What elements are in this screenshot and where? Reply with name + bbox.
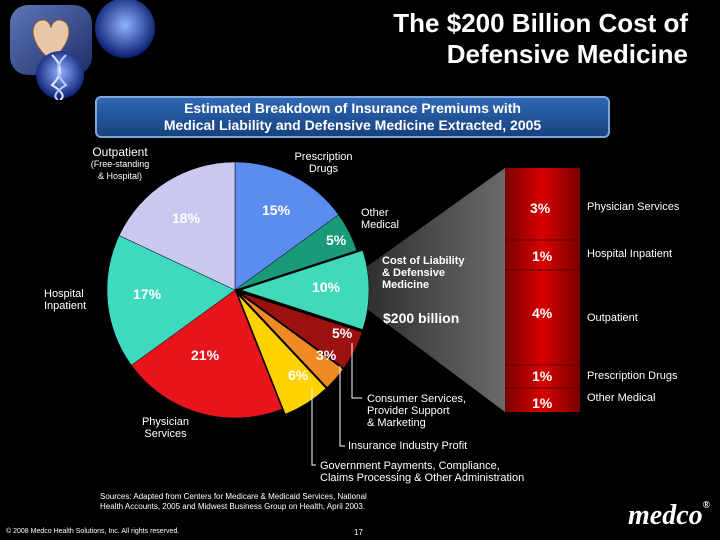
breakdown-label-physician: Physician Services — [587, 201, 680, 213]
liability-amount: $200 billion — [383, 310, 460, 326]
label-hospital-line: Hospital — [44, 288, 84, 300]
header-images — [10, 0, 155, 100]
breakdown-value-other-medical: 1% — [532, 395, 553, 411]
pie-slice-7 — [106, 235, 236, 366]
insurance-profit-callout: Insurance Industry Profit — [348, 440, 468, 452]
pie-slice-0 — [234, 161, 339, 291]
dna-globe-image — [36, 0, 155, 100]
chart-title-line-1: Estimated Breakdown of Insurance Premium… — [184, 100, 521, 116]
label-physician-line: Physician — [141, 416, 190, 428]
label-outpatient-sub: & Hospital) — [97, 171, 142, 181]
breakdown-bar — [505, 168, 580, 412]
label-other-medical: Other Medical — [361, 207, 399, 231]
label-outpatient-line: Outpatient — [92, 145, 148, 159]
government-callout: Government Payments, Compliance, Claims … — [320, 460, 524, 484]
liability-callout-line: Cost of Liability — [382, 255, 465, 267]
title-line-1: The $200 Billion Cost of — [393, 8, 688, 38]
chart-title-banner — [95, 96, 610, 138]
label-outpatient-sub: (Free-standing — [90, 159, 150, 169]
label-hospital-line: Inpatient — [44, 300, 87, 312]
logo-text: medco — [628, 500, 703, 531]
pct-insurance-profit: 3% — [316, 347, 337, 363]
leader-line-government — [311, 388, 316, 466]
consumer-callout-line: & Marketing — [367, 417, 426, 429]
page-title: The $200 Billion Cost of Defensive Medic… — [268, 8, 688, 70]
pct-hospital-inpatient: 17% — [133, 286, 162, 302]
sources-line: Health Accounts, 2005 and Midwest Busine… — [100, 502, 366, 511]
breakdown-label-other-medical: Other Medical — [587, 392, 656, 404]
pct-consumer-services: 5% — [332, 325, 353, 341]
medco-logo: medco® — [628, 500, 710, 532]
pie-slice-2 — [240, 250, 370, 330]
liability-callout: Cost of Liability & Defensive Medicine — [382, 255, 465, 291]
title-line-2: Defensive Medicine — [446, 39, 688, 69]
page-number: 17 — [354, 528, 363, 537]
label-prescription-line: Drugs — [308, 163, 339, 175]
liability-callout-line: & Defensive — [382, 267, 445, 279]
government-callout-line: Claims Processing & Other Administration — [320, 472, 525, 484]
pct-government: 6% — [288, 367, 309, 383]
pct-outpatient: 18% — [172, 210, 201, 226]
government-callout-line: Government Payments, Compliance, — [320, 460, 500, 472]
pie-slice-8 — [118, 161, 236, 291]
label-hospital-inpatient: Hospital Inpatient — [44, 288, 86, 312]
breakdown-value-outpatient: 4% — [532, 305, 553, 321]
label-other-medical-line: Medical — [361, 219, 399, 231]
consumer-callout-line: Provider Support — [367, 405, 450, 417]
pct-other-medical: 5% — [326, 232, 347, 248]
pct-liability: 10% — [312, 279, 341, 295]
label-physician-services: Physician Services — [128, 416, 203, 440]
breakdown-label-hospital: Hospital Inpatient — [587, 248, 672, 260]
breakdown-label-outpatient: Outpatient — [587, 312, 638, 324]
pie-slices — [106, 161, 370, 419]
breakdown-label-prescription: Prescription Drugs — [587, 370, 678, 382]
label-prescription-line: Prescription — [294, 151, 353, 163]
pie-slice-6 — [131, 289, 283, 419]
pct-physician-services: 21% — [191, 347, 220, 363]
leader-line-consumer — [351, 343, 362, 399]
breakdown-value-hospital: 1% — [532, 248, 553, 264]
sources-note: Sources: Adapted from Centers for Medica… — [100, 492, 380, 512]
consumer-callout-line: Consumer Services, — [367, 393, 467, 405]
label-prescription-drugs: Prescription Drugs — [286, 151, 361, 175]
pie-slice-3 — [240, 292, 363, 369]
chart-title: Estimated Breakdown of Insurance Premium… — [95, 100, 610, 134]
breakdown-value-prescription: 1% — [532, 368, 553, 384]
label-other-medical-line: Other — [361, 207, 389, 219]
consumer-services-callout: Consumer Services, Provider Support & Ma… — [367, 393, 466, 429]
pie-slice-5 — [237, 294, 327, 415]
label-physician-line: Services — [144, 428, 187, 440]
breakdown-value-physician: 3% — [530, 200, 551, 216]
liability-funnel — [355, 168, 505, 412]
pie-slice-4 — [239, 293, 344, 388]
pie-slice-1 — [234, 214, 358, 291]
pct-prescription-drugs: 15% — [262, 202, 291, 218]
copyright: © 2008 Medco Health Solutions, Inc. All … — [6, 528, 180, 535]
liability-callout-line: Medicine — [382, 279, 430, 291]
leader-line-insurance-profit — [339, 366, 345, 447]
logo-mark: ® — [702, 500, 711, 511]
sources-line: Sources: Adapted from Centers for Medica… — [100, 492, 367, 501]
chart-title-line-2: Medical Liability and Defensive Medicine… — [163, 117, 542, 133]
label-outpatient: Outpatient (Free-standing & Hospital) — [75, 146, 165, 182]
